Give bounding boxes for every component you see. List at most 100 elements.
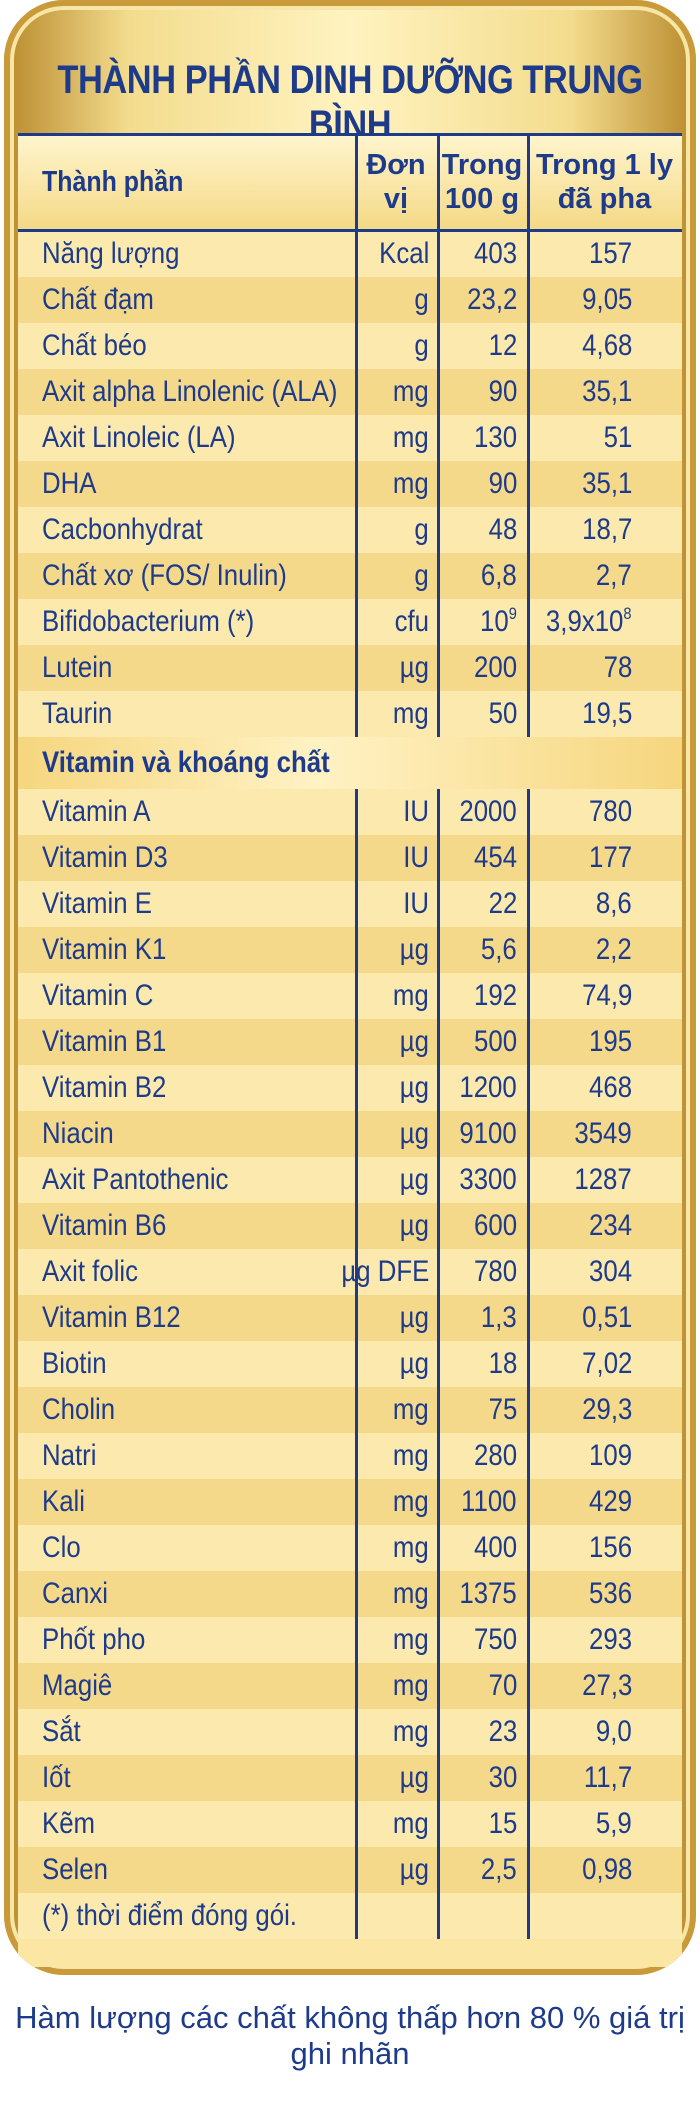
value-perglass: 19,5 [581,697,632,730]
value-perglass: 2,7 [596,559,632,592]
cell-perglass: 3549 [527,1111,682,1157]
header-per100-line2: 100 g [444,183,520,215]
cell-per100: 2000 [437,789,527,835]
nutrient-unit: mg [393,375,429,408]
cell-unit: g [355,553,437,599]
nutrient-name: Natri [42,1439,97,1472]
value-per100: 280 [473,1439,517,1472]
cell-name: Biotin [18,1341,355,1387]
nutrient-unit: g [414,329,429,362]
header-bottom-rule [18,229,682,232]
table-row: Vitamin A IU 2000 780 [18,789,682,835]
cell-perglass: 780 [527,789,682,835]
cell-unit: µg [355,1203,437,1249]
table-row: Biotin µg 18 7,02 [18,1341,682,1387]
cell-name: Taurin [18,691,355,737]
nutrient-unit: mg [393,1577,429,1610]
value-perglass: 3549 [574,1117,632,1150]
nutrient-name: Axit Pantothenic [42,1163,229,1196]
value-per100: 50 [488,697,517,730]
cell-unit: mg [355,1617,437,1663]
cell-name: Bifidobacterium (*) [18,599,355,645]
cell-perglass: 35,1 [527,461,682,507]
nutrition-table: Thành phần Đơn vị Trong 100 g Trong 1 ly… [18,133,682,1967]
value-per100: 403 [473,237,517,270]
value-perglass: 7,02 [581,1347,632,1380]
cell-per100: 500 [437,1019,527,1065]
value-perglass: 234 [588,1209,632,1242]
value-per100: 9100 [459,1117,517,1150]
nutrient-name: Vitamin E [42,887,152,920]
cell-unit: mg [355,1387,437,1433]
table-row: Axit Pantothenic µg 3300 1287 [18,1157,682,1203]
cell-unit: g [355,277,437,323]
value-per100: 1200 [459,1071,517,1104]
cell-perglass: 468 [527,1065,682,1111]
nutrient-unit: mg [393,421,429,454]
nutrient-name: Lutein [42,651,113,684]
nutrient-unit: mg [393,1393,429,1426]
cell-per100: 192 [437,973,527,1019]
nutrient-name: Niacin [42,1117,114,1150]
cell-perglass: 293 [527,1617,682,1663]
cell-unit: g [355,507,437,553]
cell-name: Clo [18,1525,355,1571]
table-row: Chất xơ (FOS/ Inulin) g 6,8 2,7 [18,553,682,599]
cell-name: Năng lượng [18,231,355,277]
cell-perglass: 1287 [527,1157,682,1203]
value-per100: 48 [488,513,517,546]
value-per100: 200 [473,651,517,684]
cell-perglass: 27,3 [527,1663,682,1709]
cell-perglass: 11,7 [527,1755,682,1801]
value-per100: 130 [473,421,517,454]
cell-perglass: 2,2 [527,927,682,973]
cell-per100: 22 [437,881,527,927]
cell-per100: 75 [437,1387,527,1433]
cell-name: Chất đạm [18,277,355,323]
table-row: Vitamin B2 µg 1200 468 [18,1065,682,1111]
table-row: Năng lượng Kcal 403 157 [18,231,682,277]
column-divider [355,133,358,737]
cell-name: Vitamin A [18,789,355,835]
nutrient-name: Sắt [42,1715,81,1748]
nutrient-name: DHA [42,467,97,500]
table-row: Taurin mg 50 19,5 [18,691,682,737]
value-per100: 90 [488,467,517,500]
value-perglass: 5,9 [596,1807,632,1840]
nutrient-unit: mg [393,1715,429,1748]
nutrient-name: Vitamin B2 [42,1071,167,1104]
nutrient-unit: g [414,559,429,592]
value-perglass: 3,9x108 [546,604,632,638]
value-per100: 5,6 [481,933,517,966]
table-row: Clo mg 400 156 [18,1525,682,1571]
cell-per100: 454 [437,835,527,881]
cell-perglass: 2,7 [527,553,682,599]
column-divider [437,789,440,1939]
table-row: Axit alpha Linolenic (ALA) mg 90 35,1 [18,369,682,415]
value-per100: 2,5 [481,1853,517,1886]
nutrient-unit: µg [399,1163,429,1196]
cell-unit: cfu [355,599,437,645]
cell-unit: µg [355,1111,437,1157]
table-row: DHA mg 90 35,1 [18,461,682,507]
cell-per100: 280 [437,1433,527,1479]
cell-perglass: 8,6 [527,881,682,927]
nutrient-name: Clo [42,1531,81,1564]
cell-name: Phốt pho [18,1617,355,1663]
cell-unit: µg [355,1755,437,1801]
cell-unit: mg [355,1709,437,1755]
table-header: Thành phần Đơn vị Trong 100 g Trong 1 ly… [18,133,682,231]
cell-unit: mg [355,369,437,415]
header-per100: Trong 100 g [437,133,527,231]
cell-name: Vitamin E [18,881,355,927]
value-per100: 750 [473,1623,517,1656]
table-row: Canxi mg 1375 536 [18,1571,682,1617]
cell-per100: 109 [437,599,527,645]
cell-name: DHA [18,461,355,507]
cell-name: Axit alpha Linolenic (ALA) [18,369,355,415]
cell-per100: 5,6 [437,927,527,973]
value-per100: 109 [480,604,517,638]
nutrient-name: Chất béo [42,329,147,362]
value-perglass: 35,1 [581,375,632,408]
footnote-cell: (*) thời điểm đóng gói. [18,1893,338,1939]
